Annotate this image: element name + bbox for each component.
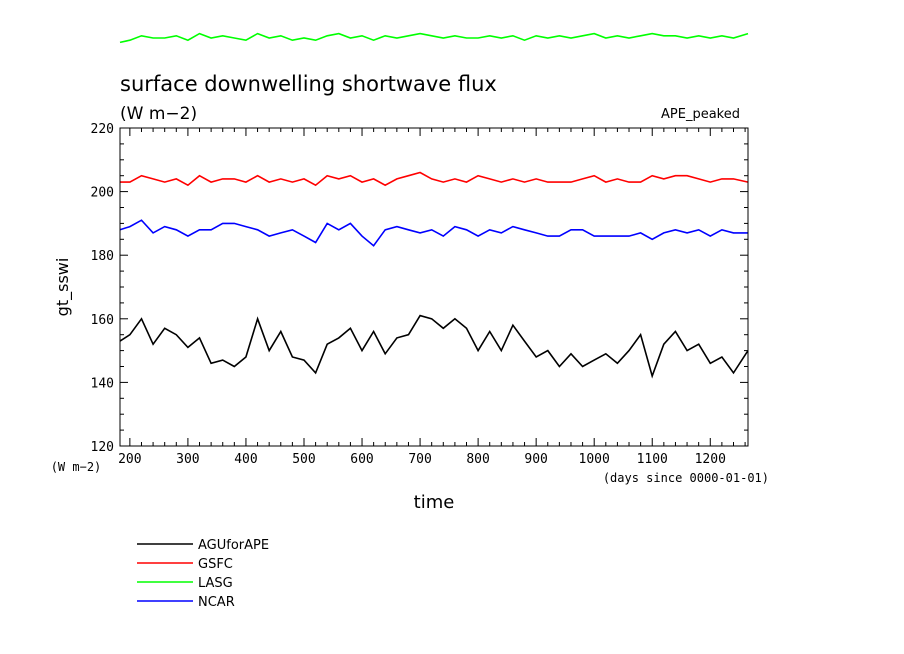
y-tick-label: 140 [91,376,114,391]
y-tick-label: 160 [91,313,114,328]
y-axis-label: gt_sswi [53,258,73,317]
x-tick-label: 400 [234,452,257,467]
chart-subtitle: (W m−2) [120,104,197,124]
legend-label: LASG [198,576,233,591]
chart-title: surface downwelling shortwave flux [120,72,497,96]
x-tick-label: 300 [176,452,199,467]
legend-label: AGUforAPE [198,538,269,553]
x-tick-label: 1000 [579,452,610,467]
x-tick-label: 500 [292,452,315,467]
x-tick-label: 600 [350,452,373,467]
y-tick-label: 180 [91,249,114,264]
x-tick-label: 700 [408,452,431,467]
y-tick-label: 200 [91,186,114,201]
legend-label: GSFC [198,557,233,572]
series-line-gsfc [120,171,749,187]
series-line-aguforape [119,314,749,379]
y-tick-label: 220 [91,122,114,137]
x-axis: 200 300 400 500 600 700 800 900 1000 1100 1200 [118,128,746,467]
legend: AGUforAPE GSFC LASG NCAR [137,538,269,610]
legend-label: NCAR [198,595,235,610]
y-axis: 120 140 160 180 200 220 [91,122,748,455]
y-tick-label: 120 [91,440,114,455]
x-tick-label: 1200 [695,452,726,467]
x-tick-label: 200 [118,452,141,467]
y-axis-unit: (W m−2) [51,460,102,474]
x-axis-label: time [414,492,455,513]
x-tick-label: 1100 [637,452,668,467]
chart-annotation: APE_peaked [661,107,740,122]
x-tick-label: 800 [466,452,489,467]
series-line-lasg [119,32,749,44]
series-layer [119,32,749,379]
x-axis-unit: (days since 0000-01-01) [603,471,769,485]
series-line-ncar [119,219,748,247]
x-tick-label: 900 [524,452,547,467]
